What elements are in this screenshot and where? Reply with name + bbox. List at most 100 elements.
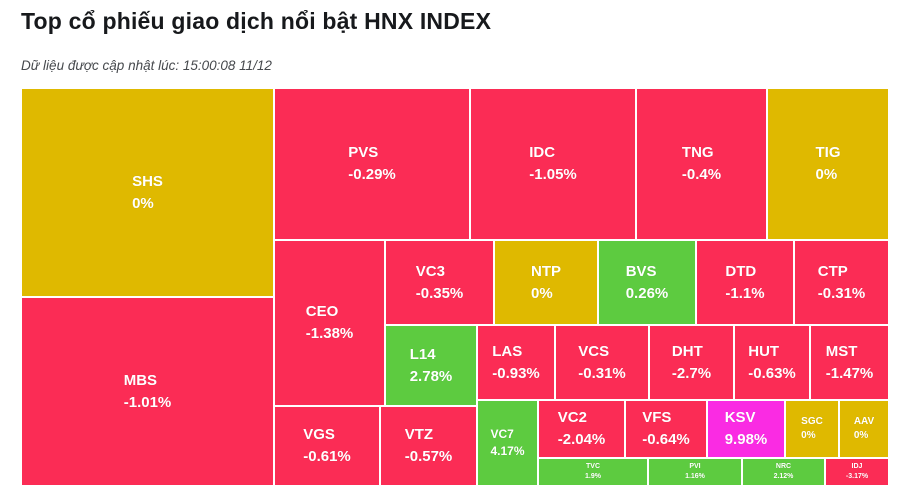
treemap-tile-ntp[interactable]: NTP 0% bbox=[494, 240, 598, 325]
treemap-tile-tvc[interactable]: TVC 1.9% bbox=[538, 458, 648, 486]
tile-change: -0.61% bbox=[303, 448, 351, 465]
treemap-tile-ksv[interactable]: KSV 9.98% bbox=[707, 400, 785, 458]
tile-label: VGS -0.61% bbox=[303, 424, 351, 468]
tile-label: TVC 1.9% bbox=[585, 462, 601, 483]
tile-label: VC3 -0.35% bbox=[416, 261, 464, 305]
tile-change: 9.98% bbox=[724, 431, 768, 448]
tile-ticker: SGC bbox=[801, 415, 823, 427]
tile-ticker: AAV bbox=[853, 415, 875, 427]
treemap-tile-vgs[interactable]: VGS -0.61% bbox=[274, 406, 380, 486]
treemap-tile-dht[interactable]: DHT -2.7% bbox=[649, 325, 734, 400]
treemap-tile-ceo[interactable]: CEO -1.38% bbox=[274, 240, 385, 406]
tile-ticker: IDJ bbox=[851, 462, 863, 470]
treemap-tile-shs[interactable]: SHS 0% bbox=[21, 88, 274, 297]
tile-label: KSV 9.98% bbox=[725, 407, 768, 451]
tile-change: -2.04% bbox=[557, 431, 606, 448]
tile-ticker: IDC bbox=[529, 144, 556, 162]
tile-label: VFS -0.64% bbox=[642, 407, 690, 451]
tile-label: PVS -0.29% bbox=[348, 142, 396, 186]
tile-ticker: NTP bbox=[531, 262, 561, 280]
treemap-tile-mbs[interactable]: MBS -1.01% bbox=[21, 297, 274, 486]
tile-label: LAS -0.93% bbox=[492, 341, 540, 385]
tile-ticker: KSV bbox=[724, 409, 756, 427]
tile-ticker: HUT bbox=[748, 342, 780, 360]
tile-label: VC7 4.17% bbox=[490, 426, 524, 461]
tile-label: TIG 0% bbox=[816, 142, 841, 186]
treemap-tile-las[interactable]: LAS -0.93% bbox=[477, 325, 555, 400]
tile-label: CEO -1.38% bbox=[306, 301, 354, 345]
tile-change: -0.4% bbox=[681, 166, 722, 183]
tile-change: 2.12% bbox=[773, 473, 794, 480]
treemap-tile-tng[interactable]: TNG -0.4% bbox=[636, 88, 767, 240]
tile-label: SHS 0% bbox=[132, 171, 163, 215]
tile-ticker: VC3 bbox=[415, 262, 445, 280]
tile-change: 0% bbox=[531, 284, 553, 302]
tile-change: 0% bbox=[132, 194, 154, 212]
tile-label: MBS -1.01% bbox=[124, 370, 172, 414]
treemap-tile-hut[interactable]: HUT -0.63% bbox=[734, 325, 810, 400]
tile-ticker: VC2 bbox=[557, 409, 587, 427]
tile-label: PVI 1.16% bbox=[685, 462, 705, 483]
tile-label: VCS -0.31% bbox=[578, 341, 626, 385]
tile-ticker: VTZ bbox=[404, 426, 434, 444]
tile-change: -1.01% bbox=[123, 393, 172, 411]
tile-ticker: LAS bbox=[492, 342, 523, 360]
tile-ticker: VGS bbox=[303, 426, 335, 444]
tile-change: -0.31% bbox=[817, 284, 866, 302]
treemap-tile-dtd[interactable]: DTD -1.1% bbox=[696, 240, 794, 325]
tile-ticker: TNG bbox=[681, 144, 714, 162]
treemap-tile-vtz[interactable]: VTZ -0.57% bbox=[380, 406, 477, 486]
tile-label: CTP -0.31% bbox=[818, 261, 866, 305]
tile-ticker: BVS bbox=[625, 262, 657, 280]
treemap-tile-l14[interactable]: L14 2.78% bbox=[385, 325, 477, 406]
tile-ticker: TVC bbox=[586, 462, 600, 470]
tile-change: -0.35% bbox=[415, 284, 464, 302]
tile-change: 0% bbox=[801, 430, 816, 441]
tile-ticker: MBS bbox=[123, 371, 158, 389]
treemap-tile-aav[interactable]: AAV 0% bbox=[839, 400, 889, 458]
tile-label: MST -1.47% bbox=[826, 341, 874, 385]
tile-change: -0.31% bbox=[578, 364, 626, 382]
treemap-tile-vcs[interactable]: VCS -0.31% bbox=[555, 325, 649, 400]
tile-ticker: DTD bbox=[725, 262, 757, 280]
tile-label: DTD -1.1% bbox=[725, 261, 764, 305]
tile-change: -1.1% bbox=[725, 284, 765, 302]
tile-ticker: SHS bbox=[132, 172, 163, 190]
tile-change: -2.7% bbox=[671, 364, 712, 382]
treemap-tile-vc7[interactable]: VC7 4.17% bbox=[477, 400, 538, 486]
treemap-tile-sgc[interactable]: SGC 0% bbox=[785, 400, 839, 458]
tile-label: HUT -0.63% bbox=[748, 341, 796, 385]
tile-label: NTP 0% bbox=[531, 261, 561, 305]
tile-change: 0.26% bbox=[625, 284, 669, 302]
treemap-tile-vc3[interactable]: VC3 -0.35% bbox=[385, 240, 494, 325]
tile-ticker: VCS bbox=[578, 342, 610, 360]
page-title: Top cổ phiếu giao dịch nổi bật HNX INDEX bbox=[21, 8, 492, 34]
tile-label: NRC 2.12% bbox=[774, 462, 794, 483]
treemap-tile-bvs[interactable]: BVS 0.26% bbox=[598, 240, 696, 325]
tile-change: -0.57% bbox=[404, 448, 453, 465]
tile-label: VTZ -0.57% bbox=[405, 424, 453, 468]
treemap-tile-mst[interactable]: MST -1.47% bbox=[810, 325, 889, 400]
treemap-tile-pvi[interactable]: PVI 1.16% bbox=[648, 458, 742, 486]
tile-ticker: VFS bbox=[642, 409, 672, 427]
treemap-tile-vc2[interactable]: VC2 -2.04% bbox=[538, 400, 625, 458]
tile-ticker: VC7 bbox=[490, 426, 514, 441]
tile-change: -0.29% bbox=[348, 166, 396, 183]
tile-change: -1.47% bbox=[825, 364, 874, 382]
tile-change: -3.17% bbox=[845, 473, 869, 480]
treemap-tile-nrc[interactable]: NRC 2.12% bbox=[742, 458, 825, 486]
treemap-tile-ctp[interactable]: CTP -0.31% bbox=[794, 240, 889, 325]
treemap-tile-tig[interactable]: TIG 0% bbox=[767, 88, 889, 240]
treemap-tile-idc[interactable]: IDC -1.05% bbox=[470, 88, 636, 240]
tile-change: 4.17% bbox=[490, 444, 525, 458]
tile-change: -0.63% bbox=[748, 364, 796, 382]
tile-change: 1.16% bbox=[685, 473, 705, 480]
treemap-tile-pvs[interactable]: PVS -0.29% bbox=[274, 88, 470, 240]
tile-label: L14 2.78% bbox=[410, 344, 453, 388]
tile-ticker: DHT bbox=[671, 342, 703, 360]
treemap-tile-idj[interactable]: IDJ -3.17% bbox=[825, 458, 889, 486]
treemap-tile-vfs[interactable]: VFS -0.64% bbox=[625, 400, 707, 458]
tile-label: BVS 0.26% bbox=[626, 261, 669, 305]
tile-ticker: PVI bbox=[689, 462, 701, 470]
